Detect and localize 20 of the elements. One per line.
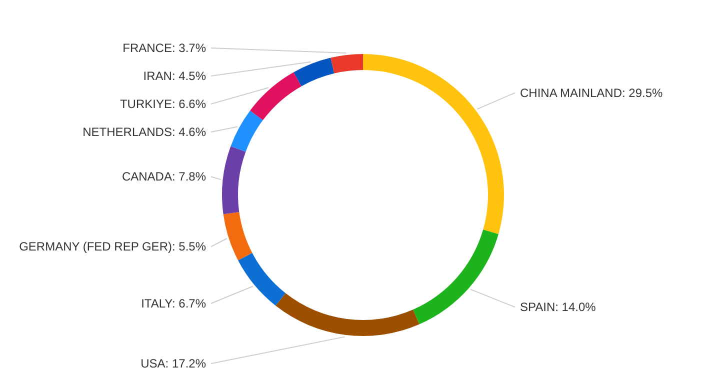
donut-slice: [294, 58, 334, 86]
slice-label: CANADA: 7.8%: [122, 170, 206, 184]
donut-slice: [222, 146, 246, 214]
slice-label: ITALY: 6.7%: [141, 296, 206, 310]
donut-slice: [330, 54, 363, 74]
donut-slice: [363, 54, 504, 234]
donut-slice: [276, 293, 420, 336]
slice-label: FRANCE: 3.7%: [122, 41, 206, 55]
slice-label: CHINA MAINLAND: 29.5%: [520, 86, 664, 100]
slice-label: TURKIYE: 6.6%: [120, 97, 206, 111]
donut-slice: [412, 230, 498, 324]
donut-slice: [230, 110, 263, 152]
donut-slice: [223, 212, 252, 260]
slice-label: SPAIN: 14.0%: [520, 300, 596, 314]
slice-label: NETHERLANDS: 4.6%: [82, 125, 206, 139]
slice-label: GERMANY (FED REP GER): 5.5%: [19, 240, 206, 254]
donut-slice: [238, 252, 286, 306]
slice-label: IRAN: 4.5%: [143, 69, 206, 83]
slice-label: USA: 17.2%: [140, 356, 206, 371]
donut-slice: [250, 72, 302, 120]
